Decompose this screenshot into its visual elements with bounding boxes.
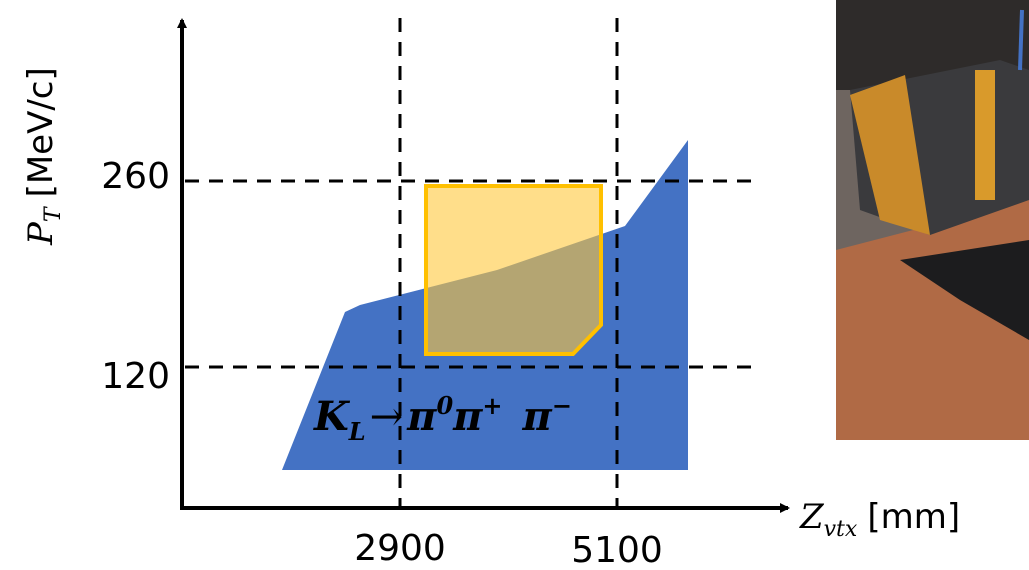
x-tick-label: 5100	[571, 530, 663, 570]
part: L	[348, 417, 366, 446]
part: 0	[436, 391, 453, 420]
unit: [mm]	[867, 497, 960, 537]
unit: [MeV/c]	[21, 67, 61, 197]
photo	[836, 0, 1029, 440]
y-tick-label: 260	[101, 156, 170, 197]
slide: 260 120 2900 5100 PT [MeV/c] Zvtx [mm] KL→…	[0, 0, 1029, 570]
y-tick-label: 120	[101, 356, 170, 397]
part: π	[522, 393, 553, 440]
x-axis-label: Zvtx [mm]	[799, 497, 960, 542]
part: π	[452, 393, 483, 440]
subscript: vtx	[824, 517, 858, 542]
part: π	[406, 393, 437, 440]
part: +	[482, 391, 502, 420]
y-axis-label: PT [MeV/c]	[21, 67, 66, 246]
x-tick-label: 2900	[354, 528, 446, 569]
part: K	[313, 393, 351, 440]
symbol: P	[21, 221, 61, 246]
page: {"y_axis_label": {"symbol": "P", "subscr…	[0, 0, 1029, 570]
symbol: Z	[799, 497, 825, 537]
signal-region	[426, 186, 601, 354]
part: −	[552, 391, 572, 420]
part: →	[370, 394, 404, 440]
subscript: T	[41, 205, 66, 222]
